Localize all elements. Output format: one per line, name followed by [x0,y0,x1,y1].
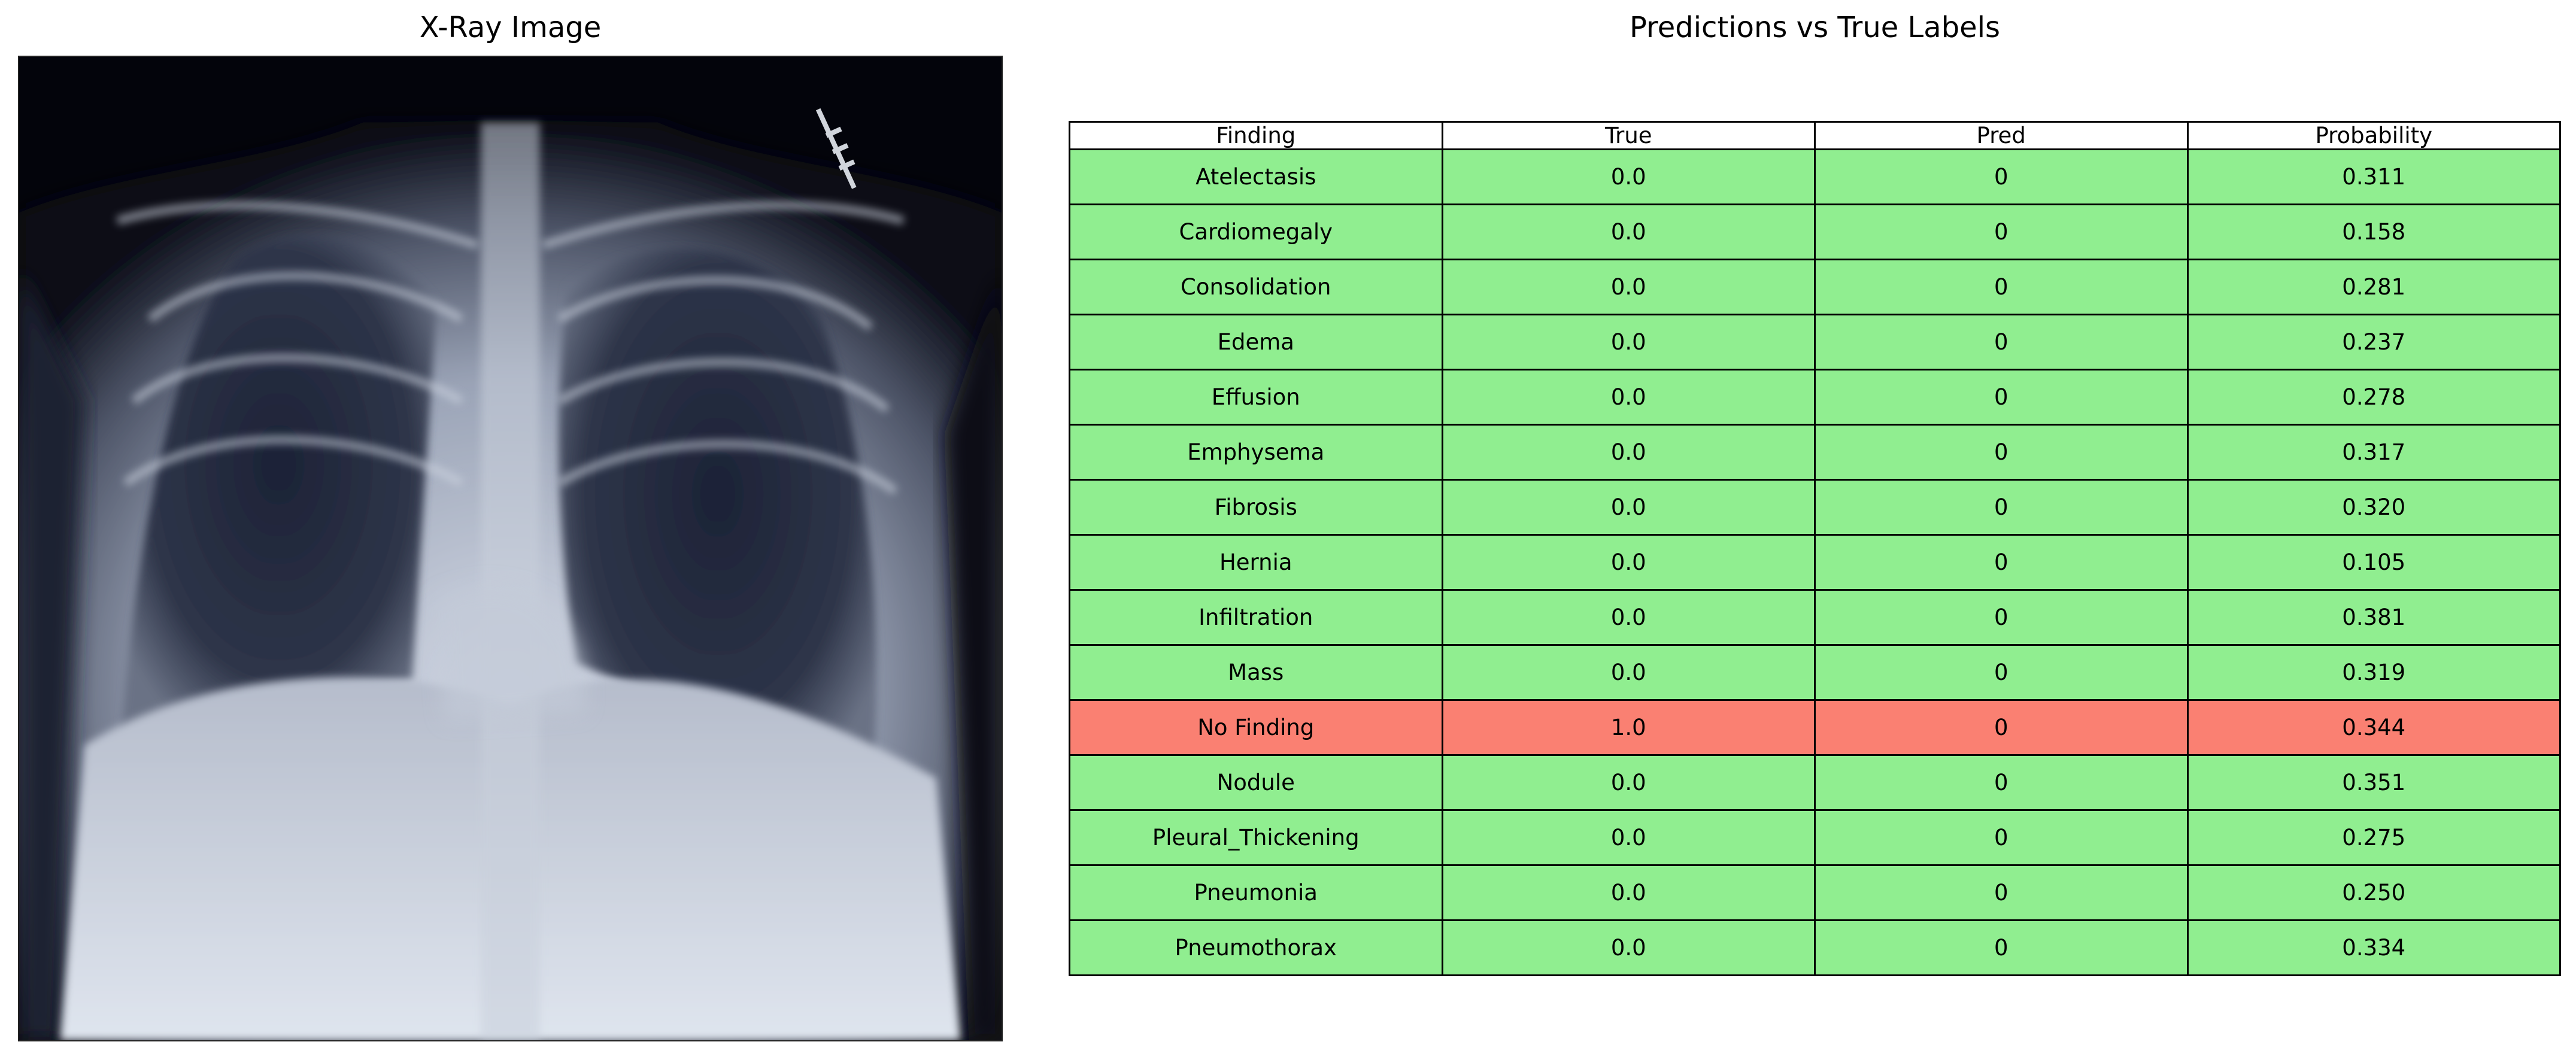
probability-cell: 0.250 [2186,864,2561,921]
finding-cell: Pneumothorax [1069,919,1443,976]
probability-cell: 0.237 [2186,314,2561,370]
probability-cell: 0.344 [2186,699,2561,756]
predicted-label-cell: 0 [1814,479,2189,536]
true-label-cell: 1.0 [1441,699,1816,756]
predicted-label-cell: 0 [1814,314,2189,370]
predicted-label-cell: 0 [1814,203,2189,260]
probability-cell: 0.319 [2186,644,2561,701]
probability-cell: 0.334 [2186,919,2561,976]
finding-cell: Effusion [1069,369,1443,426]
predicted-label-cell: 0 [1814,644,2189,701]
predicted-label-cell: 0 [1814,534,2189,591]
true-label-cell: 0.0 [1441,424,1816,481]
chest-xray-image [18,56,1003,1041]
table-row: Fibrosis 0.0 0 0.320 [1069,479,2561,536]
predicted-label-cell: 0 [1814,424,2189,481]
chest-xray-drawing [19,57,1002,1040]
table-row: Cardiomegaly 0.0 0 0.158 [1069,203,2561,260]
predicted-label-cell: 0 [1814,148,2189,205]
table-body: Atelectasis 0.0 0 0.311 Cardiomegaly 0.0 0 0.15… [1069,148,2561,976]
table-row: Nodule 0.0 0 0.351 [1069,754,2561,811]
table-row: Edema 0.0 0 0.237 [1069,314,2561,370]
predicted-label-cell: 0 [1814,864,2189,921]
probability-cell: 0.311 [2186,148,2561,205]
true-label-cell: 0.0 [1441,369,1816,426]
true-label-cell: 0.0 [1441,754,1816,811]
probability-cell: 0.275 [2186,809,2561,866]
table-row: Pleural_Thickening 0.0 0 0.275 [1069,809,2561,866]
table-row: No Finding 1.0 0 0.344 [1069,699,2561,756]
table-row: Emphysema 0.0 0 0.317 [1069,424,2561,481]
predicted-label-cell: 0 [1814,809,2189,866]
true-label-cell: 0.0 [1441,644,1816,701]
finding-cell: Consolidation [1069,259,1443,315]
true-label-cell: 0.0 [1441,203,1816,260]
true-label-cell: 0.0 [1441,479,1816,536]
finding-cell: Cardiomegaly [1069,203,1443,260]
table-row: Pneumonia 0.0 0 0.250 [1069,864,2561,921]
column-header: True [1441,121,1816,150]
table-panel-title: Predictions vs True Labels [1629,11,2001,44]
finding-cell: Pleural_Thickening [1069,809,1443,866]
predicted-label-cell: 0 [1814,699,2189,756]
column-header: Pred [1814,121,2189,150]
table-row: Effusion 0.0 0 0.278 [1069,369,2561,426]
probability-cell: 0.158 [2186,203,2561,260]
true-label-cell: 0.0 [1441,148,1816,205]
table-row: Hernia 0.0 0 0.105 [1069,534,2561,591]
probability-cell: 0.278 [2186,369,2561,426]
table-row: Atelectasis 0.0 0 0.311 [1069,148,2561,205]
finding-cell: No Finding [1069,699,1443,756]
probability-cell: 0.351 [2186,754,2561,811]
finding-cell: Atelectasis [1069,148,1443,205]
finding-cell: Nodule [1069,754,1443,811]
table-row: Pneumothorax 0.0 0 0.334 [1069,919,2561,976]
table-row: Infiltration 0.0 0 0.381 [1069,589,2561,646]
true-label-cell: 0.0 [1441,864,1816,921]
true-label-cell: 0.0 [1441,589,1816,646]
true-label-cell: 0.0 [1441,534,1816,591]
table-row: Mass 0.0 0 0.319 [1069,644,2561,701]
true-label-cell: 0.0 [1441,314,1816,370]
predicted-label-cell: 0 [1814,919,2189,976]
predicted-label-cell: 0 [1814,589,2189,646]
column-header: Finding [1069,121,1443,150]
true-label-cell: 0.0 [1441,919,1816,976]
probability-cell: 0.317 [2186,424,2561,481]
finding-cell: Hernia [1069,534,1443,591]
finding-cell: Emphysema [1069,424,1443,481]
probability-cell: 0.281 [2186,259,2561,315]
finding-cell: Mass [1069,644,1443,701]
predicted-label-cell: 0 [1814,754,2189,811]
finding-cell: Infiltration [1069,589,1443,646]
probability-cell: 0.381 [2186,589,2561,646]
xray-panel-title: X-Ray Image [419,11,602,44]
finding-cell: Edema [1069,314,1443,370]
predictions-table: Finding True Pred Probability Atelectasi… [1069,121,2561,976]
probability-cell: 0.320 [2186,479,2561,536]
table-header-row: Finding True Pred Probability [1069,121,2561,150]
true-label-cell: 0.0 [1441,809,1816,866]
predicted-label-cell: 0 [1814,259,2189,315]
probability-cell: 0.105 [2186,534,2561,591]
finding-cell: Pneumonia [1069,864,1443,921]
table-row: Consolidation 0.0 0 0.281 [1069,259,2561,315]
true-label-cell: 0.0 [1441,259,1816,315]
column-header: Probability [2186,121,2561,150]
finding-cell: Fibrosis [1069,479,1443,536]
predicted-label-cell: 0 [1814,369,2189,426]
